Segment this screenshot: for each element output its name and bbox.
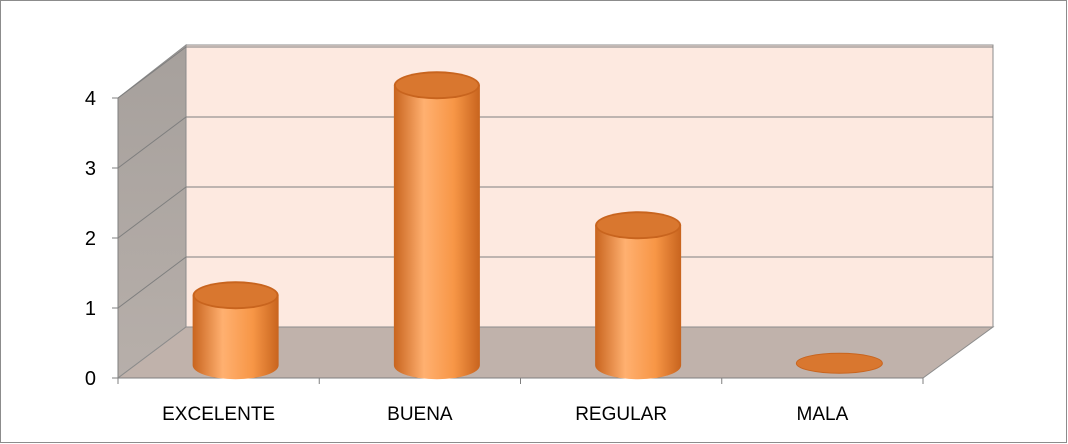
bar-excelente <box>192 281 279 380</box>
bar-zero-disc <box>795 352 883 374</box>
gridline-side <box>117 46 187 99</box>
bars <box>192 71 883 380</box>
bar-body <box>595 225 682 380</box>
bar-body <box>393 85 480 380</box>
gridlines <box>117 46 993 309</box>
y-tick-label: 2 <box>85 228 96 250</box>
y-tick-label: 3 <box>85 158 96 180</box>
x-tick-label: BUENA <box>387 404 453 425</box>
gridline-side <box>117 256 187 309</box>
y-tick-label: 0 <box>85 368 96 390</box>
gridline-side <box>117 186 187 239</box>
back-wall <box>185 44 994 328</box>
y-tick-label: 1 <box>85 298 96 320</box>
bar-top-highlight <box>395 73 478 98</box>
gridline-side <box>117 116 187 169</box>
bar-mala <box>795 352 883 374</box>
x-tick-label: MALA <box>797 404 849 425</box>
bar-buena <box>393 71 480 380</box>
x-tick-label: REGULAR <box>575 404 667 425</box>
x-tick-label: EXCELENTE <box>162 404 275 425</box>
bar-body <box>192 295 279 380</box>
bar-top-highlight <box>194 283 277 308</box>
y-tick-label: 4 <box>85 88 96 110</box>
bar-regular <box>595 211 682 380</box>
y-axis: 0 1 2 3 4 <box>85 88 119 390</box>
bar-top-highlight <box>597 213 680 238</box>
side-wall <box>117 43 187 379</box>
